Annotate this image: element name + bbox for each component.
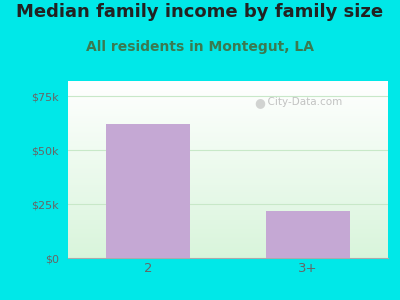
Text: ●: ●	[254, 96, 266, 109]
Text: All residents in Montegut, LA: All residents in Montegut, LA	[86, 40, 314, 55]
Text: Median family income by family size: Median family income by family size	[16, 3, 384, 21]
Bar	[106, 124, 190, 258]
Text: City-Data.com: City-Data.com	[261, 97, 342, 107]
Bar	[266, 211, 350, 258]
